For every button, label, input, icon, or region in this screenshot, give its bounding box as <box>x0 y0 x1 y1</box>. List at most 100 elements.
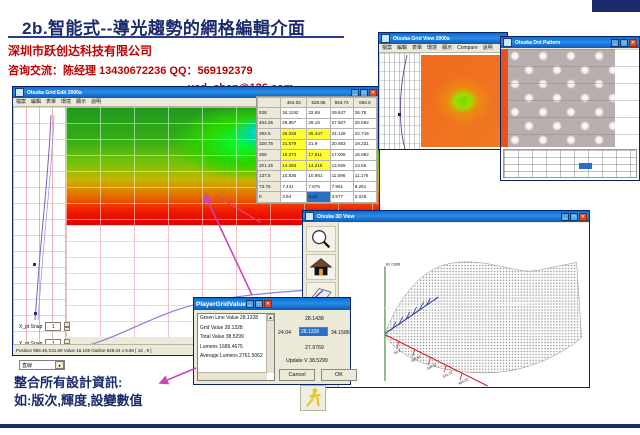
hex-selected-cell[interactable] <box>579 163 592 169</box>
table-row[interactable]: 0 3.94 4.22 4.577 5.026 <box>256 191 378 203</box>
table-cell[interactable]: 26.78 <box>352 107 378 119</box>
maximize-icon[interactable]: □ <box>254 300 263 308</box>
menu-item-edit[interactable]: 編輯 <box>31 99 42 105</box>
table-cell[interactable]: 21.9 <box>306 138 331 151</box>
table-cell[interactable]: 11.176 <box>352 170 378 182</box>
table-cell[interactable]: 27.507 <box>329 117 354 130</box>
menu-item-edit[interactable]: 編輯 <box>397 45 408 51</box>
contour-left-pane[interactable] <box>379 53 421 150</box>
x-snap-input[interactable]: 1 <box>45 322 62 331</box>
table-cell[interactable]: 20.683 <box>329 138 354 151</box>
scroll-up-icon[interactable]: ▲ <box>267 314 274 321</box>
table-cell[interactable]: 32.69 <box>306 107 331 119</box>
table-body[interactable]: 538 34.1192 32.69 29.647 26.78 464.25 29.857 29… <box>256 107 378 203</box>
menu-item-form[interactable]: 表單 <box>412 45 423 51</box>
mode-select[interactable]: 直線 ▾ <box>19 360 65 370</box>
table-cell[interactable]: 18.273 <box>280 149 308 161</box>
table-cell[interactable]: 14.283 <box>280 159 308 172</box>
table-cell[interactable]: 17.006 <box>329 149 354 161</box>
ok-button[interactable]: OK <box>321 369 357 381</box>
menu-item-env[interactable]: 環境 <box>427 45 438 51</box>
grid-edit-menubar[interactable]: 檔案 編輯 表單 環境 顯示 說明 <box>13 98 379 107</box>
window-dot-pattern[interactable]: Otsuka Dot Pattern _ □ ✕ <box>500 36 640 181</box>
contour-titlebar[interactable]: Otsuka Grid View 2000a <box>379 33 507 44</box>
close-icon[interactable]: ✕ <box>263 300 272 308</box>
table-cell[interactable]: 24.126 <box>329 128 354 140</box>
table-row[interactable]: 328.75 21.579 21.9 20.683 19.331 <box>256 138 378 151</box>
zoom-magnifier-icon[interactable] <box>305 226 336 252</box>
table-cell[interactable]: 15.982 <box>352 149 378 161</box>
window-grid-view[interactable]: Otsuka Grid View 2000a 檔案 編輯 表單 環境 顯示 Co… <box>378 32 508 150</box>
hex-window-buttons[interactable]: _ □ ✕ <box>611 38 637 47</box>
table-cell[interactable]: 25.592 <box>352 117 378 130</box>
contour-heatmap[interactable] <box>421 55 505 147</box>
table-row[interactable]: 392.5 26.028 25.447 24.126 22.716 <box>256 128 378 140</box>
menu-item-help[interactable]: 說明 <box>482 45 493 51</box>
maximize-icon[interactable]: □ <box>570 212 578 221</box>
table-row[interactable]: 265 18.273 17.911 17.006 15.982 <box>256 149 378 161</box>
table-cell[interactable]: 19.331 <box>352 138 378 151</box>
menu-item-env[interactable]: 環境 <box>61 99 72 105</box>
table-cell[interactable]: 14.216 <box>306 159 331 172</box>
home-icon[interactable] <box>305 254 336 280</box>
table-cell[interactable]: 29.647 <box>329 107 354 119</box>
minimize-icon[interactable]: _ <box>561 212 569 221</box>
table-cell[interactable]: 22.716 <box>352 128 378 140</box>
left-profile-pane[interactable] <box>13 107 66 355</box>
contour-menubar[interactable]: 檔案 編輯 表單 環境 顯示 Compare 說明 <box>379 44 507 53</box>
table-cell[interactable]: 13.925 <box>329 159 354 172</box>
dot-pattern-canvas[interactable] <box>508 49 615 147</box>
table-cell[interactable]: 4.577 <box>329 191 354 203</box>
table-cell[interactable]: 10.981 <box>306 170 331 182</box>
x-snap-control[interactable]: X_pt Snap 1 <box>19 322 71 331</box>
view3d-canvas[interactable]: 81.0306 52.8 195.61 264 <box>339 223 589 387</box>
minimize-icon[interactable]: _ <box>245 300 254 308</box>
menu-item-view[interactable]: 顯示 <box>442 45 453 51</box>
table-cell[interactable]: 29.857 <box>280 117 308 130</box>
runner-icon-button[interactable] <box>300 385 326 411</box>
table[interactable]: 464.02 528.88 593.74 658.6 538 34.1192 32.… <box>256 97 378 203</box>
maximize-icon[interactable]: □ <box>620 38 628 47</box>
menu-item-file[interactable]: 檔案 <box>16 99 27 105</box>
table-row[interactable]: 464.25 29.857 29.15 27.507 25.592 <box>256 117 378 130</box>
table-cell[interactable]: 3.94 <box>280 191 308 203</box>
table-row[interactable]: 201.25 14.283 14.216 13.925 13.55 <box>256 159 378 172</box>
table-cell[interactable]: 25.447 <box>306 128 331 140</box>
table-cell[interactable]: 8.251 <box>352 180 378 193</box>
hex-titlebar[interactable]: Otsuka Dot Pattern _ □ ✕ <box>501 37 639 48</box>
dialog-window-buttons[interactable]: _ □ ✕ <box>245 300 272 308</box>
table-cell[interactable]: 29.15 <box>306 117 331 130</box>
hex-data-table[interactable] <box>503 149 637 178</box>
x-snap-stepper[interactable] <box>64 322 71 331</box>
view3d-titlebar[interactable]: Otsuka 3D View _ □ ✕ <box>303 211 589 222</box>
table-row[interactable]: 137.5 10.836 10.981 11.096 11.176 <box>256 170 378 182</box>
table-cell[interactable]: 17.911 <box>306 149 331 161</box>
close-icon[interactable]: ✕ <box>579 212 587 221</box>
table-cell[interactable]: 34.1192 <box>280 107 308 119</box>
table-cell[interactable]: 5.026 <box>352 191 378 203</box>
menu-item-file[interactable]: 檔案 <box>382 45 393 51</box>
table-cell[interactable]: 7.951 <box>329 180 354 193</box>
cancel-button[interactable]: Cancel <box>279 369 315 381</box>
menu-item-help[interactable]: 說明 <box>91 99 102 105</box>
dialog-titlebar[interactable]: PlayerGridValue _ □ ✕ <box>194 298 350 310</box>
close-icon[interactable]: ✕ <box>629 38 637 47</box>
menu-item-view[interactable]: 顯示 <box>76 99 87 105</box>
table-cell[interactable]: 21.579 <box>280 138 308 151</box>
vertical-scrollbar[interactable]: ▲ <box>266 314 274 373</box>
table-cell[interactable]: 4.22 <box>306 191 331 203</box>
table-cell[interactable]: 11.096 <box>329 170 354 182</box>
table-row[interactable]: 538 34.1192 32.69 29.647 26.78 <box>256 107 378 119</box>
grid-value-table[interactable]: 464.02 528.88 593.74 658.6 538 34.1192 32.… <box>256 96 378 204</box>
dialog-player-grid-value[interactable]: PlayerGridValue _ □ ✕ Green Line Value 2… <box>193 297 357 385</box>
minimize-icon[interactable]: _ <box>611 38 619 47</box>
menu-item-form[interactable]: 表單 <box>46 99 57 105</box>
table-cell[interactable]: 10.836 <box>280 170 308 182</box>
table-cell[interactable]: 26.028 <box>280 128 308 140</box>
table-cell[interactable]: 7.676 <box>306 180 331 193</box>
value-list[interactable]: Green Line Value 28.1328 Grid Value 28.1… <box>197 313 275 381</box>
table-cell[interactable]: 13.55 <box>352 159 378 172</box>
grid-value-input[interactable]: 28.1328 <box>299 327 328 336</box>
table-cell[interactable]: 7.431 <box>280 180 308 193</box>
chevron-down-icon[interactable]: ▾ <box>55 361 64 369</box>
